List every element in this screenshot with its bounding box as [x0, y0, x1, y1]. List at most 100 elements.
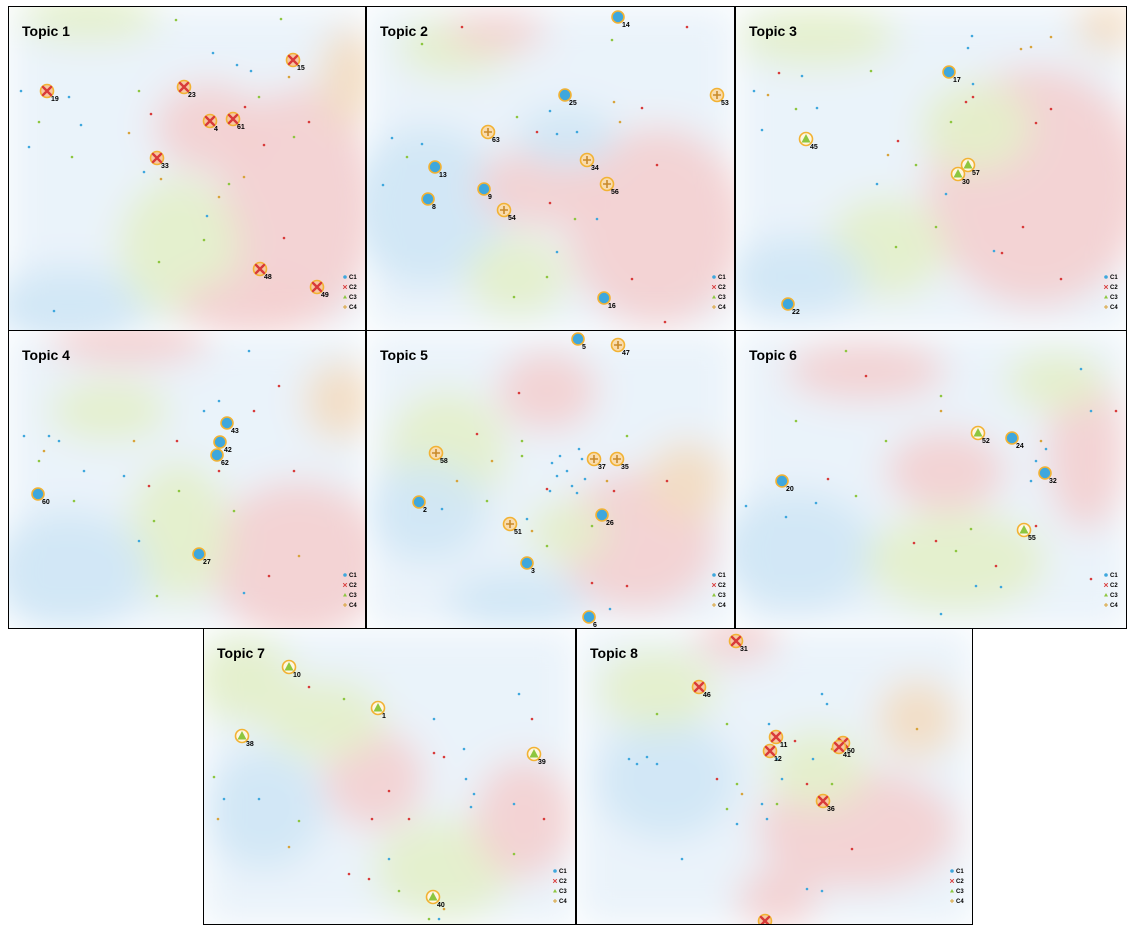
- topic-title: Topic 4: [22, 347, 70, 363]
- labeled-point-13: 13: [428, 160, 447, 179]
- marker-c4-plus: [500, 206, 508, 214]
- point-c4: [618, 120, 622, 124]
- point-c3: [844, 349, 848, 353]
- point-c2: [1000, 251, 1004, 255]
- point-c4: [915, 727, 919, 731]
- labeled-point-46: 46: [691, 679, 711, 699]
- point-c2: [715, 777, 719, 781]
- marker-c1: [31, 487, 45, 501]
- point-c2: [1049, 107, 1053, 111]
- legend-c1-icon: [950, 869, 954, 873]
- point-c3: [279, 17, 283, 21]
- point-c4: [1039, 439, 1043, 443]
- marker-c4-plus: [613, 455, 621, 463]
- point-c1: [432, 717, 436, 721]
- density-blob-c1: [9, 511, 149, 628]
- legend-label-c3: C3: [349, 593, 357, 599]
- point-c1: [800, 74, 804, 78]
- point-c1: [1044, 447, 1048, 451]
- point-c1: [47, 434, 51, 438]
- point-c2: [1034, 121, 1038, 125]
- labeled-point-56: 56: [599, 176, 619, 196]
- scatter-dots: [212, 685, 546, 921]
- marker-c4-plus: [614, 341, 622, 349]
- labeled-point-23: 23: [176, 79, 196, 99]
- topic-scatter-plot: Topic 7 10 1 38 39 40 C1 C2 C3 C4: [204, 629, 575, 924]
- density-blob-c4: [647, 441, 727, 521]
- density-blob-c4: [304, 361, 365, 441]
- point-c3: [610, 38, 614, 42]
- point-c1: [122, 474, 126, 478]
- marker-c4-plus: [484, 128, 492, 136]
- point-c3: [405, 155, 409, 159]
- point-c1: [575, 130, 579, 134]
- legend-label-c1: C1: [559, 869, 567, 875]
- legend-c2-icon: [949, 878, 955, 884]
- density-blob-c3: [1006, 351, 1106, 411]
- legend-c3-icon: [553, 889, 557, 893]
- legend-label-c3: C3: [559, 889, 567, 895]
- density-background: [577, 629, 972, 924]
- point-c3: [794, 107, 798, 111]
- point-c3: [869, 69, 873, 73]
- labeled-point-25: 25: [558, 88, 577, 107]
- point-label: 52: [982, 438, 990, 445]
- scatter-dots: [381, 25, 689, 324]
- point-c3: [397, 889, 401, 893]
- point-label: 6: [593, 622, 597, 629]
- marker-c4-plus: [590, 455, 598, 463]
- labeled-point-41: 41: [831, 739, 851, 759]
- point-c4: [612, 100, 616, 104]
- density-blob-c1: [736, 491, 876, 611]
- labeled-point-29: 29: [757, 913, 773, 924]
- legend-label-c1: C1: [349, 573, 357, 579]
- labeled-point-55: 55: [1016, 522, 1036, 542]
- labeled-point-32: 32: [1038, 466, 1057, 485]
- point-c3: [257, 95, 261, 99]
- point-c2: [535, 130, 539, 134]
- marker-c4-plus: [583, 156, 591, 164]
- labeled-point-26: 26: [595, 508, 614, 527]
- point-c3: [949, 120, 953, 124]
- point-c3: [725, 807, 729, 811]
- point-c2: [267, 574, 271, 578]
- point-c3: [420, 42, 424, 46]
- legend-label-c4: C4: [559, 899, 567, 905]
- density-blob-c2: [474, 759, 574, 879]
- point-c1: [469, 805, 473, 809]
- point-label: 8: [432, 204, 436, 211]
- point-c4: [216, 817, 220, 821]
- point-c1: [608, 607, 612, 611]
- point-label: 61: [237, 124, 245, 131]
- point-label: 24: [1016, 443, 1024, 450]
- marker-c1: [520, 556, 534, 570]
- point-c1: [944, 192, 948, 196]
- marker-c2-cross: [759, 915, 771, 924]
- point-c3: [342, 697, 346, 701]
- point-c3: [939, 394, 943, 398]
- labeled-point-43: 43: [220, 416, 239, 435]
- point-c1: [555, 132, 559, 136]
- point-label: 9: [488, 194, 492, 201]
- labeled-point-27: 27: [192, 547, 211, 566]
- legend-c3-icon: [712, 295, 716, 299]
- labeled-point-37: 37: [586, 451, 606, 471]
- point-c2: [367, 877, 371, 881]
- point-c1: [464, 777, 468, 781]
- panel-topic-5: Topic 5 5 47 37 35 58 2 26 51 3 6 C1 C2 C3 C4: [366, 330, 735, 629]
- marker-c4-plus: [603, 180, 611, 188]
- point-label: 35: [621, 464, 629, 471]
- topic-title: Topic 3: [749, 23, 797, 39]
- density-blob-c2: [1046, 371, 1126, 531]
- labeled-point-39: 39: [526, 746, 546, 766]
- point-c1: [205, 214, 209, 218]
- panel-topic-7: Topic 7 10 1 38 39 40 C1 C2 C3 C4: [203, 628, 576, 925]
- point-c2: [282, 236, 286, 240]
- density-blob-c3: [467, 237, 567, 317]
- point-label: 16: [608, 303, 616, 310]
- legend: C1 C2 C3 C4: [711, 275, 726, 311]
- density-blob-c1: [736, 237, 866, 317]
- point-c2: [625, 584, 629, 588]
